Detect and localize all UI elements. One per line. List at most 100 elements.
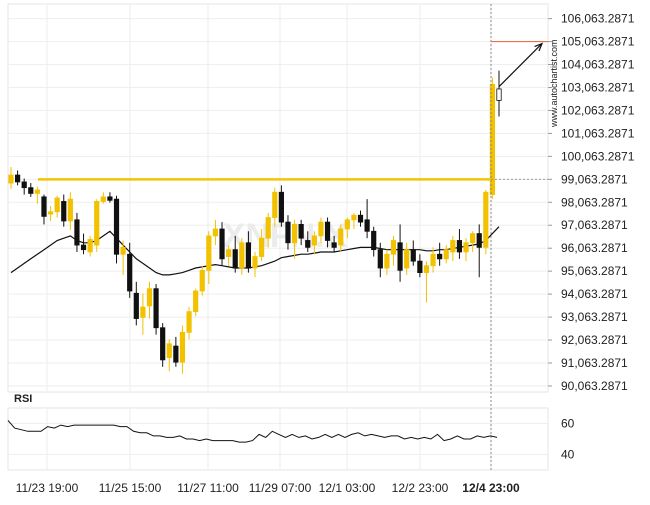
candle-body xyxy=(357,214,364,223)
y-tick-label: 103,063.2871 xyxy=(561,80,635,94)
candle-body xyxy=(278,191,284,223)
rsi-label: RSI xyxy=(14,393,32,405)
candle-body xyxy=(397,242,403,271)
candle-body xyxy=(166,343,172,358)
y-tick-label: 97,063.2871 xyxy=(561,218,628,232)
candle-body xyxy=(496,88,502,101)
candle-body xyxy=(311,235,317,246)
x-tick-label: 11/25 15:00 xyxy=(99,481,162,495)
candle-body xyxy=(489,83,496,195)
candle-body xyxy=(410,249,416,262)
candle-body xyxy=(258,237,265,257)
candle-body xyxy=(470,233,476,244)
candle-body xyxy=(272,191,278,218)
candle-body xyxy=(298,224,304,239)
candle-body xyxy=(127,253,133,292)
candle-body xyxy=(179,331,186,363)
y-tick-label: 91,063.2871 xyxy=(561,356,628,370)
rsi-panel-frame xyxy=(7,407,549,471)
projection-arrow-line xyxy=(498,43,543,88)
candle-body xyxy=(34,189,40,194)
y-tick-label: 94,063.2871 xyxy=(561,287,628,301)
y-tick-label: 92,063.2871 xyxy=(561,333,628,347)
candle-body xyxy=(153,288,159,329)
rsi-tick-label: 60 xyxy=(561,417,575,431)
candle-body xyxy=(186,311,192,333)
candle-body xyxy=(193,290,199,313)
candle-body xyxy=(265,217,271,239)
grid-layer xyxy=(7,3,549,471)
candle-body xyxy=(133,292,139,319)
candle-body xyxy=(94,201,100,246)
candle-body xyxy=(199,269,205,292)
y-tick-label: 99,063.2871 xyxy=(561,172,628,186)
projection-arrowhead xyxy=(534,42,544,52)
y-tick-label: 105,063.2871 xyxy=(561,35,635,49)
candle-body xyxy=(456,240,463,253)
candle-body xyxy=(61,201,67,222)
axis-layer: 11/23 19:00 11/25 15:00 11/27 11:00 11/29 0… xyxy=(16,12,635,495)
candle-body xyxy=(417,260,423,274)
candle-body xyxy=(390,240,397,255)
y-tick-label: 90,063.2871 xyxy=(561,379,628,393)
price-panel-frame xyxy=(7,3,549,393)
credit-text: www.autochartist.com xyxy=(549,39,559,128)
candle-body xyxy=(146,288,153,307)
candle-body xyxy=(206,235,212,271)
candle-body xyxy=(140,306,146,318)
candle-body xyxy=(212,228,219,237)
candle-body xyxy=(87,238,93,253)
candle-body xyxy=(318,221,324,237)
candle-body xyxy=(21,181,27,189)
y-tick-label: 101,063.2871 xyxy=(561,126,635,140)
candle-body xyxy=(285,221,291,244)
y-tick-label: 96,063.2871 xyxy=(561,241,628,255)
candle-body xyxy=(160,327,166,361)
rsi-layer xyxy=(7,420,498,443)
candle-body xyxy=(331,242,337,248)
candle-body xyxy=(364,219,370,232)
candle-body xyxy=(305,240,311,248)
y-tick-label: 95,063.2871 xyxy=(561,264,628,278)
candle-body xyxy=(8,174,14,184)
candle-body xyxy=(226,249,232,257)
candle-body xyxy=(54,197,60,213)
candle-body xyxy=(239,242,245,269)
candle-body xyxy=(324,221,331,241)
candle-body xyxy=(377,249,383,269)
candle-body xyxy=(107,196,113,201)
candle-body xyxy=(463,242,469,253)
x-tick-label: 11/27 11:00 xyxy=(177,481,239,495)
x-tick-label: 12/4 23:00 xyxy=(462,481,520,495)
candle-body xyxy=(291,224,298,244)
candle-body xyxy=(173,345,179,363)
y-tick-label: 93,063.2871 xyxy=(561,310,628,324)
candle-body xyxy=(423,265,430,274)
candle-body xyxy=(404,249,410,269)
candle-body xyxy=(80,244,87,251)
candle-body xyxy=(344,219,350,230)
candle-body xyxy=(351,214,357,221)
candle-body xyxy=(476,233,482,248)
candle-body xyxy=(113,198,120,255)
y-tick-label: 106,063.2871 xyxy=(561,12,635,26)
candle-body xyxy=(371,230,377,251)
candle-body xyxy=(120,246,126,255)
candle-body xyxy=(450,240,456,253)
candle-body xyxy=(100,196,106,202)
candle-body xyxy=(47,211,54,215)
y-tick-label: 98,063.2871 xyxy=(561,195,628,209)
x-tick-label: 11/23 19:00 xyxy=(16,481,79,495)
x-tick-label: 11/29 07:00 xyxy=(249,481,312,495)
y-tick-label: 104,063.2871 xyxy=(561,58,635,72)
x-tick-label: 12/1 03:00 xyxy=(319,481,376,495)
candle-layer xyxy=(8,70,502,374)
candle-body xyxy=(430,253,436,267)
candle-body xyxy=(67,198,73,222)
candle-body xyxy=(14,174,21,183)
candle-body xyxy=(232,249,238,269)
candle-body xyxy=(219,228,225,260)
candle-body xyxy=(74,219,80,246)
